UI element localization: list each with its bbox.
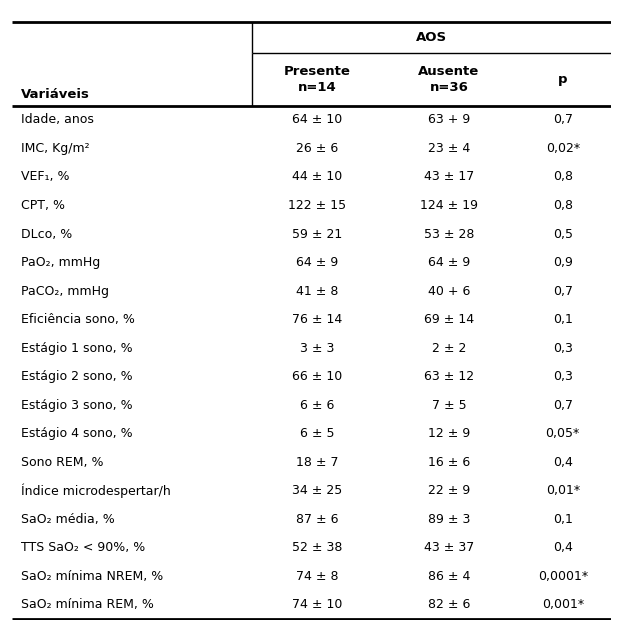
Text: PaO₂, mmHg: PaO₂, mmHg [21,256,101,269]
Text: SaO₂ média, %: SaO₂ média, % [21,513,115,526]
Text: Presente
n=14: Presente n=14 [284,65,351,94]
Text: 64 ± 9: 64 ± 9 [297,256,339,269]
Text: 63 + 9: 63 + 9 [428,113,470,126]
Text: 0,01*: 0,01* [546,485,580,497]
Text: 82 ± 6: 82 ± 6 [428,598,470,612]
Text: 0,3: 0,3 [553,342,573,354]
Text: 66 ± 10: 66 ± 10 [292,370,343,383]
Text: 124 ± 19: 124 ± 19 [420,199,478,212]
Text: 7 ± 5: 7 ± 5 [432,399,467,412]
Text: 0,7: 0,7 [553,399,573,412]
Text: Idade, anos: Idade, anos [21,113,94,126]
Text: 0,1: 0,1 [553,313,573,326]
Text: 0,3: 0,3 [553,370,573,383]
Text: p: p [558,73,568,86]
Text: 2 ± 2: 2 ± 2 [432,342,466,354]
Text: 16 ± 6: 16 ± 6 [428,456,470,469]
Text: 74 ± 10: 74 ± 10 [292,598,343,612]
Text: 18 ± 7: 18 ± 7 [296,456,339,469]
Text: 6 ± 6: 6 ± 6 [300,399,335,412]
Text: 69 ± 14: 69 ± 14 [424,313,474,326]
Text: 63 ± 12: 63 ± 12 [424,370,474,383]
Text: Índice microdespertar/h: Índice microdespertar/h [21,483,171,498]
Text: 0,02*: 0,02* [546,142,580,155]
Text: Estágio 3 sono, %: Estágio 3 sono, % [21,399,133,412]
Text: 0,4: 0,4 [553,541,573,554]
Text: 40 + 6: 40 + 6 [428,285,470,297]
Text: 74 ± 8: 74 ± 8 [296,570,339,583]
Text: SaO₂ mínima REM, %: SaO₂ mínima REM, % [21,598,155,612]
Text: 64 ± 9: 64 ± 9 [428,256,470,269]
Text: 6 ± 5: 6 ± 5 [300,427,335,440]
Text: VEF₁, %: VEF₁, % [21,170,70,183]
Text: DLco, %: DLco, % [21,227,73,240]
Text: AOS: AOS [416,31,447,44]
Text: 0,8: 0,8 [553,199,573,212]
Text: 0,05*: 0,05* [546,427,580,440]
Text: 0,7: 0,7 [553,113,573,126]
Text: Estágio 1 sono, %: Estágio 1 sono, % [21,342,133,354]
Text: 12 ± 9: 12 ± 9 [428,427,470,440]
Text: 34 ± 25: 34 ± 25 [292,485,343,497]
Text: IMC, Kg/m²: IMC, Kg/m² [21,142,90,155]
Text: 59 ± 21: 59 ± 21 [292,227,343,240]
Text: SaO₂ mínima NREM, %: SaO₂ mínima NREM, % [21,570,164,583]
Text: 26 ± 6: 26 ± 6 [297,142,339,155]
Text: 3 ± 3: 3 ± 3 [300,342,335,354]
Text: 0,8: 0,8 [553,170,573,183]
Text: 122 ± 15: 122 ± 15 [288,199,346,212]
Text: Sono REM, %: Sono REM, % [21,456,104,469]
Text: Eficiência sono, %: Eficiência sono, % [21,313,135,326]
Text: 76 ± 14: 76 ± 14 [292,313,343,326]
Text: 23 ± 4: 23 ± 4 [428,142,470,155]
Text: Ausente
n=36: Ausente n=36 [419,65,480,94]
Text: 64 ± 10: 64 ± 10 [292,113,343,126]
Text: 0,7: 0,7 [553,285,573,297]
Text: 89 ± 3: 89 ± 3 [428,513,470,526]
Text: 53 ± 28: 53 ± 28 [424,227,474,240]
Text: PaCO₂, mmHg: PaCO₂, mmHg [21,285,110,297]
Text: 43 ± 17: 43 ± 17 [424,170,474,183]
Text: Variáveis: Variáveis [21,88,90,101]
Text: 0,0001*: 0,0001* [538,570,587,583]
Text: 41 ± 8: 41 ± 8 [297,285,339,297]
Text: Estágio 4 sono, %: Estágio 4 sono, % [21,427,133,440]
Text: 43 ± 37: 43 ± 37 [424,541,474,554]
Text: 44 ± 10: 44 ± 10 [292,170,343,183]
Text: 52 ± 38: 52 ± 38 [292,541,343,554]
Text: 87 ± 6: 87 ± 6 [296,513,339,526]
Text: 0,4: 0,4 [553,456,573,469]
Text: 86 ± 4: 86 ± 4 [428,570,470,583]
Text: 0,1: 0,1 [553,513,573,526]
Text: 0,9: 0,9 [553,256,573,269]
Text: 22 ± 9: 22 ± 9 [428,485,470,497]
Text: 0,001*: 0,001* [541,598,584,612]
Text: Estágio 2 sono, %: Estágio 2 sono, % [21,370,133,383]
Text: 0,5: 0,5 [553,227,573,240]
Text: CPT, %: CPT, % [21,199,65,212]
Text: TTS SaO₂ < 90%, %: TTS SaO₂ < 90%, % [21,541,146,554]
